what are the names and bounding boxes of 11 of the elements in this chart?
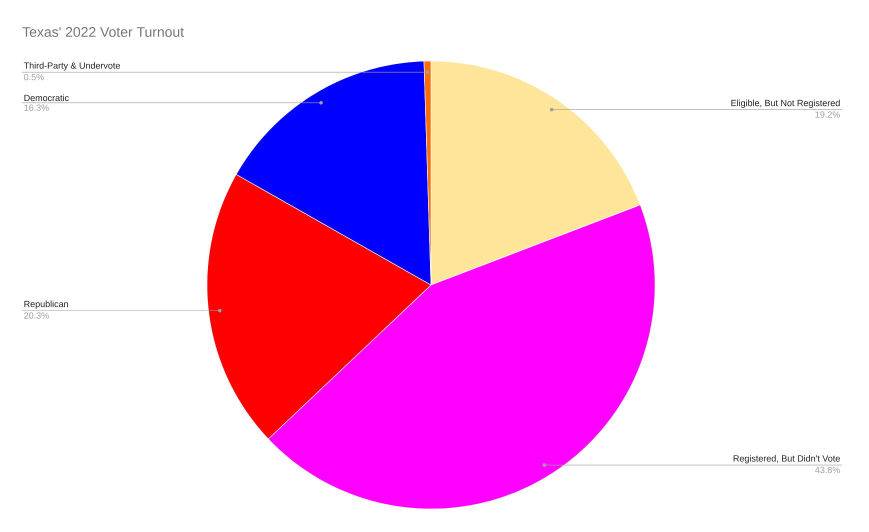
data-label: 16.3% bbox=[24, 104, 49, 111]
slice-label: Third-Party & Undervote bbox=[24, 62, 120, 71]
slice-label: Democratic bbox=[24, 94, 69, 102]
slice-label: Eligible, But Not Registered bbox=[731, 100, 840, 108]
slice-label: Registered, But Didn't Vote bbox=[734, 455, 840, 464]
data-label: 19.2% bbox=[816, 111, 840, 118]
data-label: 0.5% bbox=[24, 74, 44, 80]
data-label: 20.3% bbox=[24, 312, 49, 319]
data-label: 43.8% bbox=[815, 466, 840, 474]
chart-title: Texas' 2022 Voter Turnout bbox=[22, 27, 184, 37]
slice-label: Republican bbox=[24, 300, 68, 309]
